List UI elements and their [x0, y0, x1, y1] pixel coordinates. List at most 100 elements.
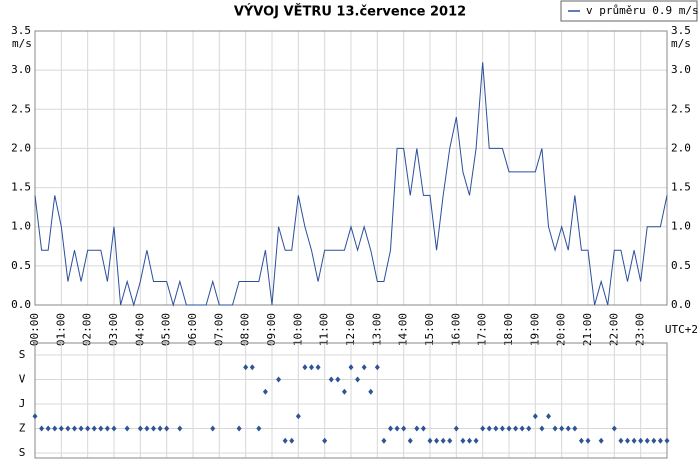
x-tick-label: 09:00	[265, 313, 278, 346]
point	[486, 425, 492, 432]
point	[578, 437, 584, 444]
point	[453, 425, 459, 432]
point	[335, 376, 341, 383]
x-tick-label: 02:00	[81, 313, 94, 346]
point	[341, 388, 347, 395]
chart-title: VÝVOJ VĚTRU 13.července 2012	[234, 4, 466, 20]
legend	[560, 0, 698, 22]
x-tick-label: 17:00	[476, 313, 489, 346]
point	[651, 437, 657, 444]
point	[420, 425, 426, 432]
y-tick-label-right: 1.5	[671, 181, 691, 194]
x-tick-label: 11:00	[318, 313, 331, 346]
y-tick-label-right: 1.0	[671, 220, 691, 233]
point	[572, 425, 578, 432]
point	[427, 437, 433, 444]
point	[664, 437, 670, 444]
x-tick-label: 18:00	[502, 313, 515, 346]
point	[638, 437, 644, 444]
point	[361, 364, 367, 371]
point	[552, 425, 558, 432]
point	[85, 425, 91, 432]
y-tick-label-right: 3.0	[671, 63, 691, 76]
x-tick-label: 21:00	[581, 313, 594, 346]
x-tick-label: 01:00	[54, 313, 67, 346]
point	[657, 437, 663, 444]
point	[381, 437, 387, 444]
x-tick-label: 10:00	[291, 313, 304, 346]
plot-frame	[34, 342, 668, 459]
x-tick-label: 22:00	[607, 313, 620, 346]
point	[289, 437, 295, 444]
y-tick-label-right: 2.5	[671, 102, 691, 115]
point	[546, 413, 551, 420]
y-unit: m/s	[12, 37, 32, 50]
point	[407, 437, 413, 444]
point	[394, 425, 400, 432]
point	[559, 425, 565, 432]
point	[164, 425, 170, 432]
y-tick-label: 0.0	[11, 298, 31, 311]
point	[309, 364, 314, 371]
y-tick-label: 1.0	[11, 220, 31, 233]
point	[565, 425, 571, 432]
x-tick-label: 07:00	[212, 313, 225, 346]
point	[401, 425, 407, 432]
point	[39, 425, 45, 432]
point	[493, 425, 499, 432]
y-tick-label-right: 0.5	[671, 259, 691, 272]
x-tick-label: 12:00	[344, 313, 357, 346]
point	[72, 425, 77, 432]
point	[598, 437, 604, 444]
point	[440, 437, 446, 444]
point	[282, 437, 288, 444]
point	[124, 425, 130, 432]
y-tick-label-right: 0.0	[671, 298, 691, 311]
point	[644, 437, 650, 444]
point	[91, 425, 97, 432]
point	[236, 425, 242, 432]
line-series	[34, 62, 668, 307]
point	[480, 425, 486, 432]
point	[137, 425, 143, 432]
x-tick-label: 20:00	[555, 313, 568, 346]
point	[519, 425, 525, 432]
point	[295, 413, 301, 420]
point	[151, 425, 156, 432]
point	[302, 364, 308, 371]
point	[368, 388, 374, 395]
point	[355, 376, 361, 383]
point	[388, 425, 393, 432]
point	[611, 425, 617, 432]
x-tick-label: 03:00	[107, 313, 120, 346]
point	[65, 425, 71, 432]
point	[526, 425, 532, 432]
point	[157, 425, 163, 432]
point	[32, 413, 38, 420]
point	[513, 425, 519, 432]
plot-frame	[34, 30, 668, 306]
x-tick-label: 00:00	[28, 313, 41, 346]
y-tick-label: J	[19, 397, 26, 410]
point	[104, 425, 110, 432]
y-tick-label: 3.0	[11, 63, 31, 76]
point	[262, 388, 268, 395]
point	[506, 425, 512, 432]
point	[78, 425, 84, 432]
x-tick-label: 15:00	[423, 313, 436, 346]
y-tick-label: S	[19, 348, 26, 361]
x-tick-label: 14:00	[397, 313, 410, 346]
point	[434, 437, 440, 444]
y-tick-label: 3.5	[11, 24, 31, 37]
x-tick-label: 23:00	[634, 313, 647, 346]
legend-label: v průměru 0.9 m/s	[586, 4, 699, 17]
point	[467, 437, 472, 444]
point	[348, 364, 354, 371]
y-unit-right: m/s	[671, 37, 691, 50]
y-tick-label: 1.5	[11, 181, 31, 194]
point	[532, 413, 538, 420]
point	[256, 425, 262, 432]
point	[177, 425, 183, 432]
point	[315, 364, 321, 371]
